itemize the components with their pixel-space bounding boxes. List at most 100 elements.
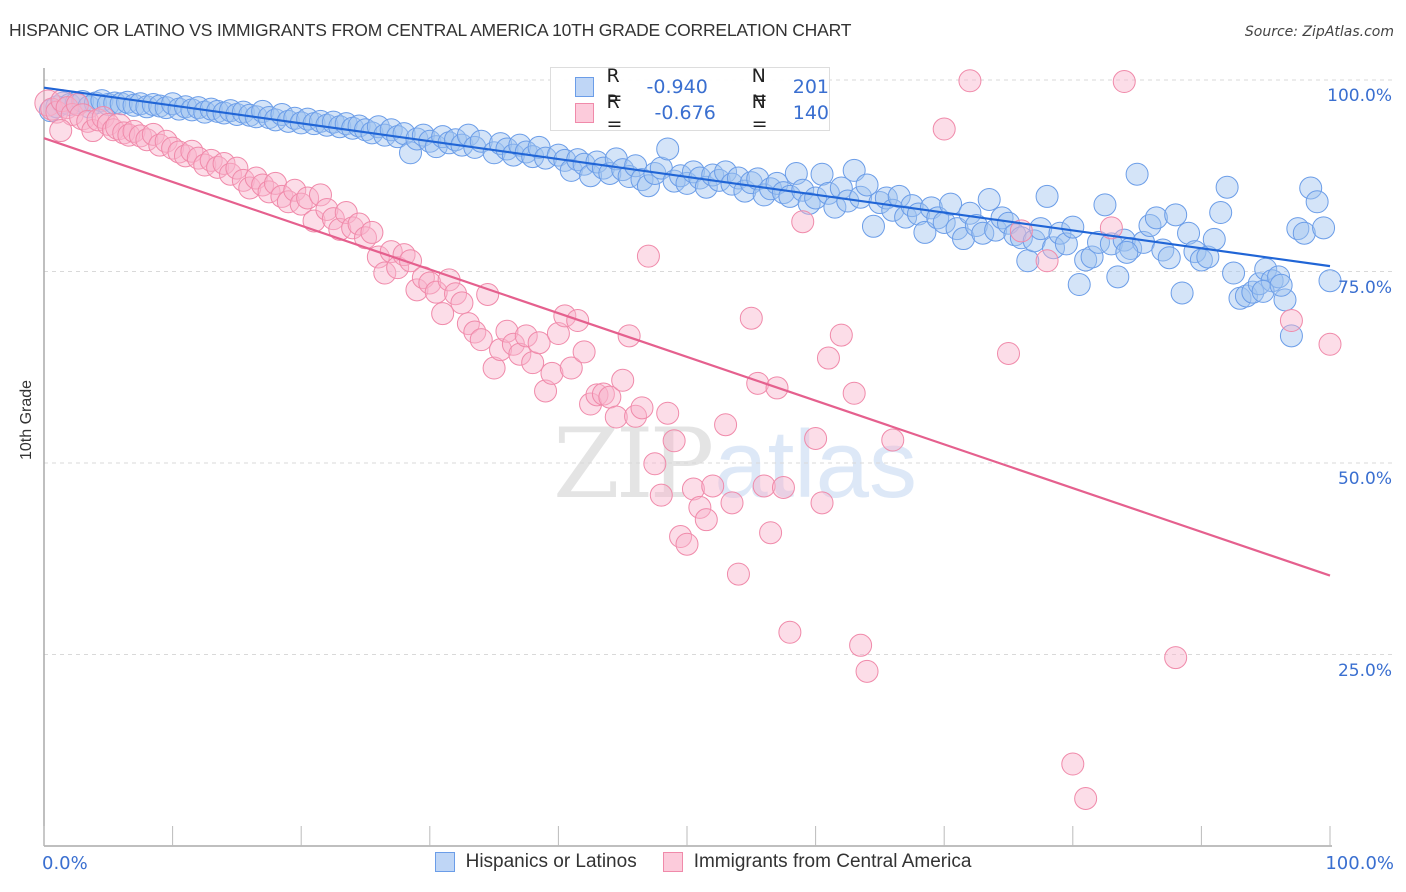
data-point <box>791 178 815 202</box>
data-point <box>939 192 963 216</box>
data-point <box>463 320 487 344</box>
data-point <box>1029 217 1053 241</box>
data-point <box>495 319 519 343</box>
data-point <box>128 92 152 116</box>
data-point <box>1251 279 1275 303</box>
data-point <box>167 140 191 164</box>
legend-label: Hispanics or Latinos <box>465 851 637 872</box>
data-point <box>218 162 242 186</box>
n-value: 140 <box>792 102 829 124</box>
y-tick-label: 25.0% <box>1337 661 1392 681</box>
data-point <box>559 158 583 182</box>
data-point <box>656 137 680 161</box>
data-point <box>842 158 866 182</box>
data-point <box>778 620 802 644</box>
data-point <box>508 133 532 157</box>
data-point <box>283 178 307 202</box>
axes <box>43 68 1332 847</box>
data-point <box>771 476 795 500</box>
data-point <box>636 244 660 268</box>
data-point <box>1125 162 1149 186</box>
data-point <box>360 220 384 244</box>
data-point <box>469 328 493 352</box>
data-point <box>508 342 532 366</box>
data-point <box>540 361 564 385</box>
series-immigrants-points <box>34 69 1342 811</box>
legend-item-hispanics[interactable]: Hispanics or Latinos <box>434 851 637 873</box>
data-point <box>489 338 513 362</box>
data-point <box>932 210 956 234</box>
data-point <box>1003 223 1027 247</box>
n-label: N = <box>751 65 768 109</box>
data-point <box>1292 221 1316 245</box>
data-point <box>669 525 693 549</box>
y-tick-label: 100.0% <box>1327 86 1392 106</box>
data-point <box>405 278 429 302</box>
data-point <box>1170 281 1194 305</box>
data-point <box>720 491 744 515</box>
data-point <box>1087 230 1111 254</box>
data-point <box>1215 175 1239 199</box>
data-point <box>739 306 763 330</box>
data-point <box>431 302 455 326</box>
data-point <box>958 201 982 225</box>
data-point <box>694 508 718 532</box>
data-point <box>881 428 905 452</box>
data-point <box>386 256 410 280</box>
data-point <box>1035 249 1059 273</box>
data-point <box>694 175 718 199</box>
data-point <box>450 291 474 315</box>
data-point <box>521 351 545 375</box>
data-point <box>997 341 1020 365</box>
data-point <box>1115 240 1139 264</box>
r-value: -0.940 <box>646 76 708 98</box>
data-point <box>688 495 712 519</box>
data-point <box>630 396 654 420</box>
r-label: R = <box>606 65 623 109</box>
data-point <box>1222 261 1246 285</box>
data-point <box>649 483 673 507</box>
source-label: Source: ZipAtlas.com <box>1244 24 1394 40</box>
data-point <box>849 633 873 657</box>
data-point <box>546 322 570 346</box>
data-point <box>1035 184 1059 208</box>
x-tick-label-max: 100.0% <box>1325 853 1394 874</box>
legend-item-immigrants[interactable]: Immigrants from Central America <box>662 851 971 873</box>
data-point <box>1318 269 1342 293</box>
data-point <box>791 210 815 234</box>
data-point <box>128 124 152 148</box>
data-point <box>1080 245 1104 269</box>
data-point <box>399 141 423 165</box>
trend-line-hispanics <box>43 86 1331 268</box>
y-tick-label: 50.0% <box>1337 469 1392 489</box>
data-point <box>424 280 448 304</box>
data-point <box>1093 193 1117 217</box>
data-point <box>1099 232 1123 256</box>
data-point <box>714 413 738 437</box>
data-point <box>726 562 750 586</box>
data-point <box>1299 176 1323 200</box>
data-point <box>308 183 332 207</box>
data-point <box>225 156 249 180</box>
legend-swatch-pink <box>575 103 595 123</box>
data-point <box>1202 227 1226 251</box>
data-point <box>810 162 834 186</box>
data-point <box>81 119 105 143</box>
data-point <box>122 119 146 143</box>
data-point <box>1144 206 1168 230</box>
data-point <box>855 659 879 683</box>
data-point <box>1279 309 1303 333</box>
data-point <box>804 186 828 210</box>
data-point <box>656 401 680 425</box>
data-point <box>1061 752 1085 776</box>
data-point <box>1196 245 1220 269</box>
data-point <box>675 532 699 556</box>
data-point <box>476 282 500 306</box>
legend-swatch-pink <box>662 852 683 872</box>
data-point <box>251 173 275 197</box>
data-point <box>617 324 641 348</box>
data-point <box>1305 190 1329 214</box>
data-point <box>482 356 506 380</box>
data-point <box>1267 265 1291 289</box>
data-point <box>842 381 866 405</box>
